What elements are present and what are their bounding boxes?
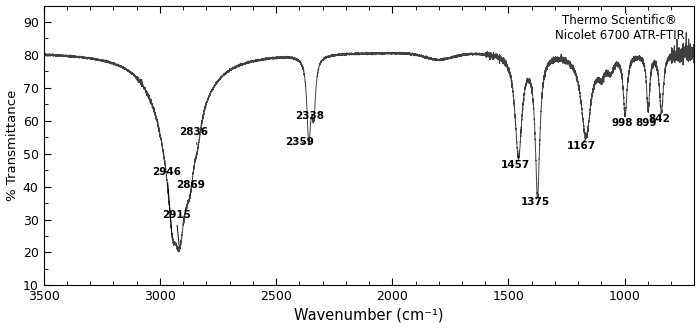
Text: 2869: 2869 <box>176 180 204 195</box>
Y-axis label: % Transmittance: % Transmittance <box>6 90 19 201</box>
Text: 1167: 1167 <box>567 140 596 151</box>
Text: Thermo Scientific®
Nicolet 6700 ATR-FTIR: Thermo Scientific® Nicolet 6700 ATR-FTIR <box>555 14 685 42</box>
Text: 2836: 2836 <box>179 127 208 145</box>
Text: 2359: 2359 <box>285 137 314 147</box>
X-axis label: Wavenumber (cm⁻¹): Wavenumber (cm⁻¹) <box>294 307 444 322</box>
Text: 998: 998 <box>612 114 633 128</box>
Text: 2338: 2338 <box>295 111 324 121</box>
Text: 2946: 2946 <box>153 167 181 237</box>
Text: 1375: 1375 <box>521 196 550 207</box>
Text: 1457: 1457 <box>501 156 531 170</box>
Text: 842: 842 <box>648 114 670 124</box>
Text: 899: 899 <box>635 111 657 128</box>
Text: 2915: 2915 <box>162 210 190 247</box>
